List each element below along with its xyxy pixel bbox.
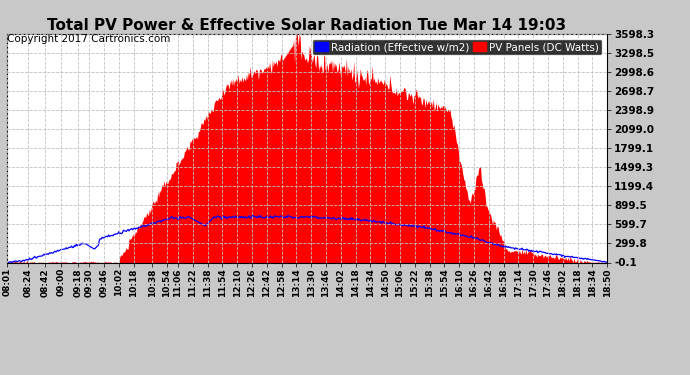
Title: Total PV Power & Effective Solar Radiation Tue Mar 14 19:03: Total PV Power & Effective Solar Radiati… [48, 18, 566, 33]
Legend: Radiation (Effective w/m2), PV Panels (DC Watts): Radiation (Effective w/m2), PV Panels (D… [312, 39, 602, 55]
Text: Copyright 2017 Cartronics.com: Copyright 2017 Cartronics.com [7, 34, 170, 44]
